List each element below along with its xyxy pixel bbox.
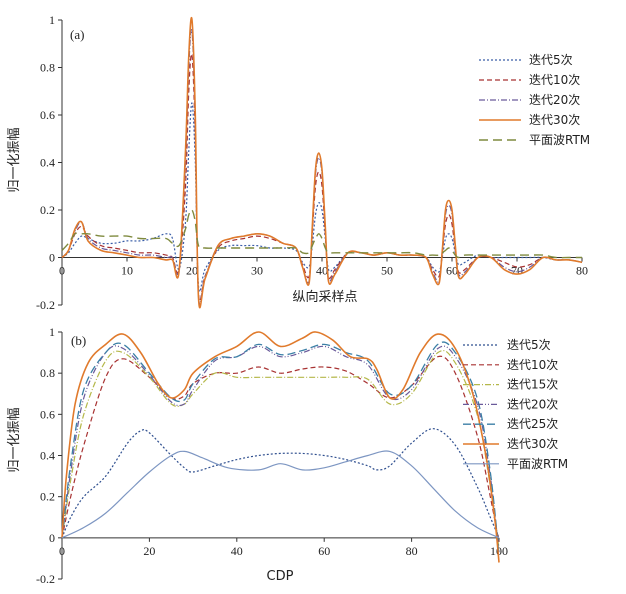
y-tick-label: 0.2 <box>40 203 55 217</box>
y-tick-label: 0.8 <box>40 61 55 75</box>
legend-label: 迭代10次 <box>507 358 558 372</box>
panel-a-xlabel: 纵向采样点 <box>292 289 357 305</box>
series-line <box>61 450 500 539</box>
panel-b-panel-label: (b) <box>71 333 86 348</box>
y-tick-label: 0.4 <box>40 156 55 170</box>
legend-label: 迭代5次 <box>507 338 551 352</box>
panel-a: 归一化振幅 纵向采样点 (a) -0.200.20.40.60.810 10 20 3… <box>7 13 590 312</box>
y-tick-label: -0.2 <box>36 572 55 586</box>
panel-a-panel-label: (a) <box>70 27 84 42</box>
legend-label: 迭代30次 <box>507 437 558 451</box>
legend-label: 迭代20次 <box>507 397 558 411</box>
panel-a-lines <box>61 16 583 309</box>
series-line <box>61 355 500 543</box>
x-tick-label: 80 <box>576 264 588 278</box>
panel-b-ylabel: 归一化振幅 <box>7 407 22 472</box>
x-tick-label: 0 <box>59 544 65 558</box>
legend-label: 平面波RTM <box>529 133 590 147</box>
panel-a-axes: -0.200.20.40.60.810 10 20 30 40 50 60 70 80 <box>36 13 588 312</box>
panel-b-axes: -0.200.20.40.60.810 20 40 60 80 100 <box>36 325 508 586</box>
x-tick-label: 0 <box>59 264 65 278</box>
x-tick-label: 60 <box>318 544 330 558</box>
x-tick-label: 60 <box>446 264 458 278</box>
y-tick-label: 0.2 <box>40 490 55 504</box>
panel-a-ylabel: 归一化振幅 <box>7 127 22 192</box>
legend-label: 迭代15次 <box>507 378 558 392</box>
y-tick-label: 0.4 <box>40 449 55 463</box>
y-tick-label: 1 <box>49 325 55 339</box>
legend-label: 迭代30次 <box>529 113 580 127</box>
series-line <box>61 209 582 259</box>
series-line <box>61 345 500 553</box>
x-tick-label: 20 <box>186 264 198 278</box>
series-line <box>61 16 583 309</box>
x-tick-label: 50 <box>381 264 393 278</box>
panel-b: 归一化振幅 CDP (b) -0.2 0 0.2 0.4 0.6 0.8 1 0 20 40 60 8… <box>7 325 568 586</box>
panel-b-xlabel: CDP <box>267 569 294 584</box>
series-line <box>61 428 500 539</box>
legend-label: 迭代20次 <box>529 93 580 107</box>
legend-label: 平面波RTM <box>507 457 568 471</box>
x-tick-label: 30 <box>251 264 263 278</box>
y-tick-label: 0 <box>49 251 55 265</box>
y-tick-label: 1 <box>49 13 55 27</box>
y-tick-label: 0.6 <box>40 407 55 421</box>
x-tick-label: 40 <box>316 264 328 278</box>
legend-label: 迭代25次 <box>507 417 558 431</box>
series-line <box>61 102 583 293</box>
legend-label: 迭代10次 <box>529 73 580 87</box>
x-tick-label: 20 <box>143 544 155 558</box>
x-tick-label: 40 <box>231 544 243 558</box>
legend-label: 迭代5次 <box>529 53 573 67</box>
y-tick-label: -0.2 <box>36 298 55 312</box>
y-tick-label: 0.6 <box>40 108 55 122</box>
series-line <box>61 341 500 555</box>
series-line <box>61 349 500 549</box>
x-tick-label: 10 <box>121 264 133 278</box>
series-line <box>61 331 500 563</box>
x-tick-label: 80 <box>406 544 418 558</box>
y-tick-label: 0 <box>49 531 55 545</box>
series-line <box>61 53 583 302</box>
y-tick-label: 0.8 <box>40 366 55 380</box>
panel-b-lines <box>61 331 500 563</box>
